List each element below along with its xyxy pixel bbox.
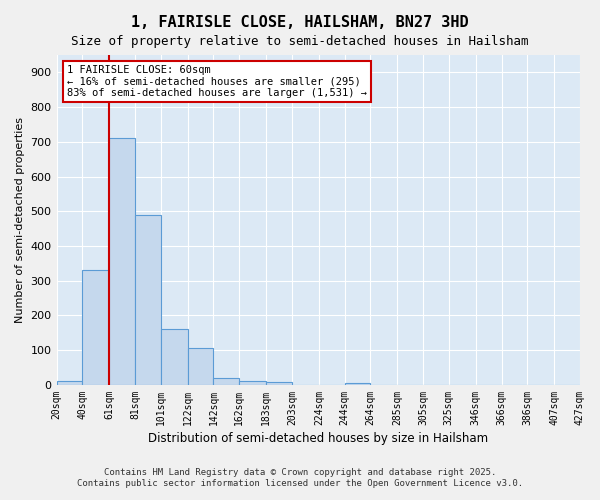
Bar [214,378,239,385]
Bar [344,383,370,385]
Bar [266,382,292,385]
Text: Size of property relative to semi-detached houses in Hailsham: Size of property relative to semi-detach… [71,35,529,48]
X-axis label: Distribution of semi-detached houses by size in Hailsham: Distribution of semi-detached houses by … [148,432,488,445]
Bar [188,348,214,385]
Y-axis label: Number of semi-detached properties: Number of semi-detached properties [15,117,25,323]
Bar [56,382,82,385]
Text: 1 FAIRISLE CLOSE: 60sqm
← 16% of semi-detached houses are smaller (295)
83% of s: 1 FAIRISLE CLOSE: 60sqm ← 16% of semi-de… [67,65,367,98]
Text: Contains HM Land Registry data © Crown copyright and database right 2025.
Contai: Contains HM Land Registry data © Crown c… [77,468,523,487]
Bar [135,215,161,385]
Bar [82,270,109,385]
Text: 1, FAIRISLE CLOSE, HAILSHAM, BN27 3HD: 1, FAIRISLE CLOSE, HAILSHAM, BN27 3HD [131,15,469,30]
Bar [239,381,266,385]
Bar [161,330,188,385]
Bar [109,138,135,385]
